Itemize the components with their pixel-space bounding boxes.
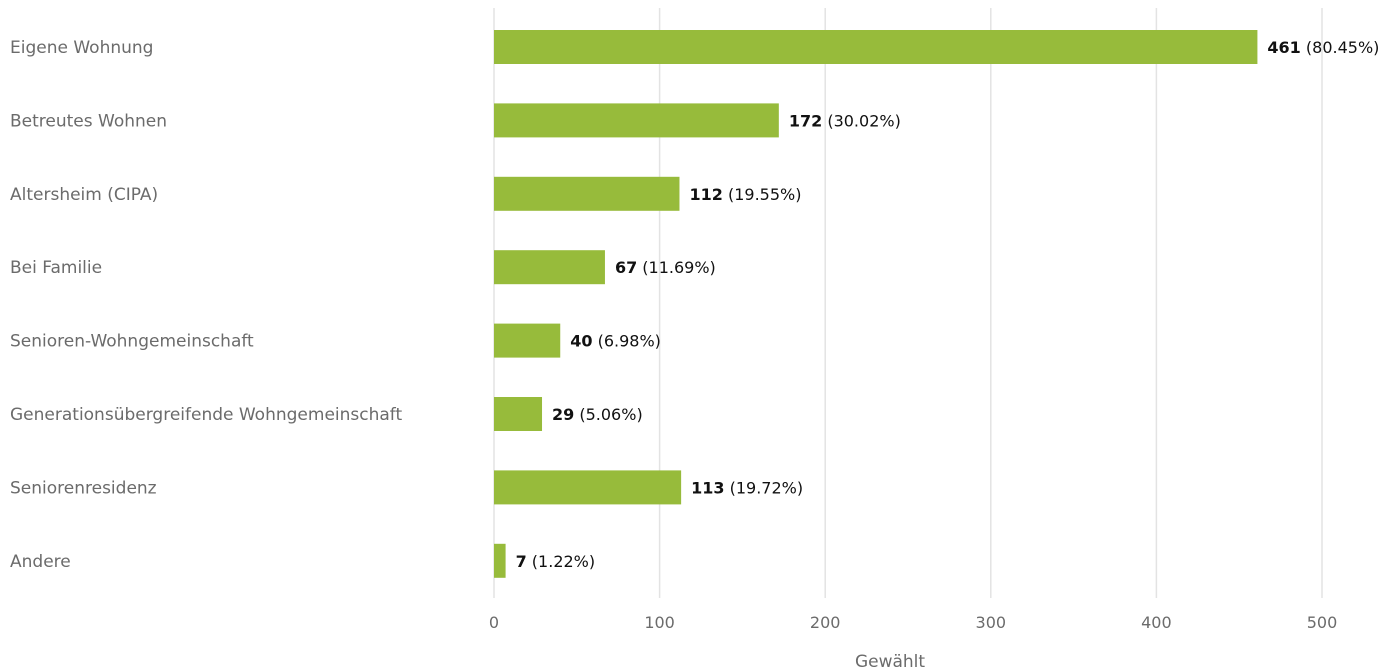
- data-label: 7 (1.22%): [516, 552, 596, 571]
- data-label-count: 113: [691, 478, 724, 497]
- data-label-count: 67: [615, 258, 637, 277]
- bar: [494, 103, 779, 138]
- category-label: Altersheim (CIPA): [10, 185, 158, 205]
- category-label: Eigene Wohnung: [10, 38, 153, 58]
- data-label-percent: (6.98%): [593, 332, 661, 351]
- data-label-percent: (30.02%): [822, 111, 901, 130]
- x-tick-label: 500: [1307, 613, 1338, 632]
- data-label-count: 7: [516, 552, 527, 571]
- x-tick-label: 0: [489, 613, 499, 632]
- bar: [494, 250, 605, 285]
- bar: [494, 176, 680, 211]
- category-label: Andere: [10, 552, 71, 572]
- grid-lines: [493, 8, 1323, 598]
- data-label-count: 112: [689, 185, 722, 204]
- x-tick-label: 400: [1141, 613, 1172, 632]
- data-label: 29 (5.06%): [552, 405, 643, 424]
- category-label: Senioren-Wohngemeinschaft: [10, 332, 254, 352]
- data-label-count: 461: [1267, 38, 1300, 57]
- data-label: 67 (11.69%): [615, 258, 716, 277]
- data-label: 461 (80.45%): [1267, 38, 1379, 57]
- category-label: Bei Familie: [10, 258, 102, 278]
- data-label: 113 (19.72%): [691, 478, 803, 497]
- data-label-percent: (19.55%): [723, 185, 802, 204]
- category-label: Betreutes Wohnen: [10, 111, 167, 131]
- x-axis-title: Gewählt: [855, 652, 925, 672]
- category-label: Seniorenresidenz: [10, 478, 157, 498]
- data-label-percent: (11.69%): [637, 258, 716, 277]
- data-labels: 461 (80.45%) 172 (30.02%) 112 (19.55%) 67 (…: [516, 38, 1380, 571]
- x-tick-label: 200: [810, 613, 841, 632]
- x-axis-ticks: 0 100 200 300 400 500: [489, 613, 1337, 632]
- bar: [494, 543, 506, 578]
- data-label-count: 29: [552, 405, 574, 424]
- bar: [494, 323, 561, 358]
- data-label-percent: (80.45%): [1301, 38, 1380, 57]
- x-tick-label: 300: [976, 613, 1007, 632]
- bar: [494, 397, 543, 431]
- data-label-count: 172: [789, 111, 822, 130]
- bars: [494, 30, 1258, 578]
- data-label-count: 40: [570, 332, 592, 351]
- category-label: Generationsübergreifende Wohngemeinschaf…: [10, 405, 402, 425]
- data-label: 172 (30.02%): [789, 111, 901, 130]
- bar: [494, 30, 1258, 64]
- data-label: 112 (19.55%): [689, 185, 801, 204]
- data-label-percent: (19.72%): [725, 478, 804, 497]
- data-label-percent: (1.22%): [527, 552, 595, 571]
- data-label: 40 (6.98%): [570, 332, 661, 351]
- bar: [494, 470, 682, 505]
- category-labels: Eigene Wohnung Betreutes Wohnen Altersheim…: [10, 38, 402, 572]
- data-label-percent: (5.06%): [574, 405, 642, 424]
- x-tick-label: 100: [644, 613, 675, 632]
